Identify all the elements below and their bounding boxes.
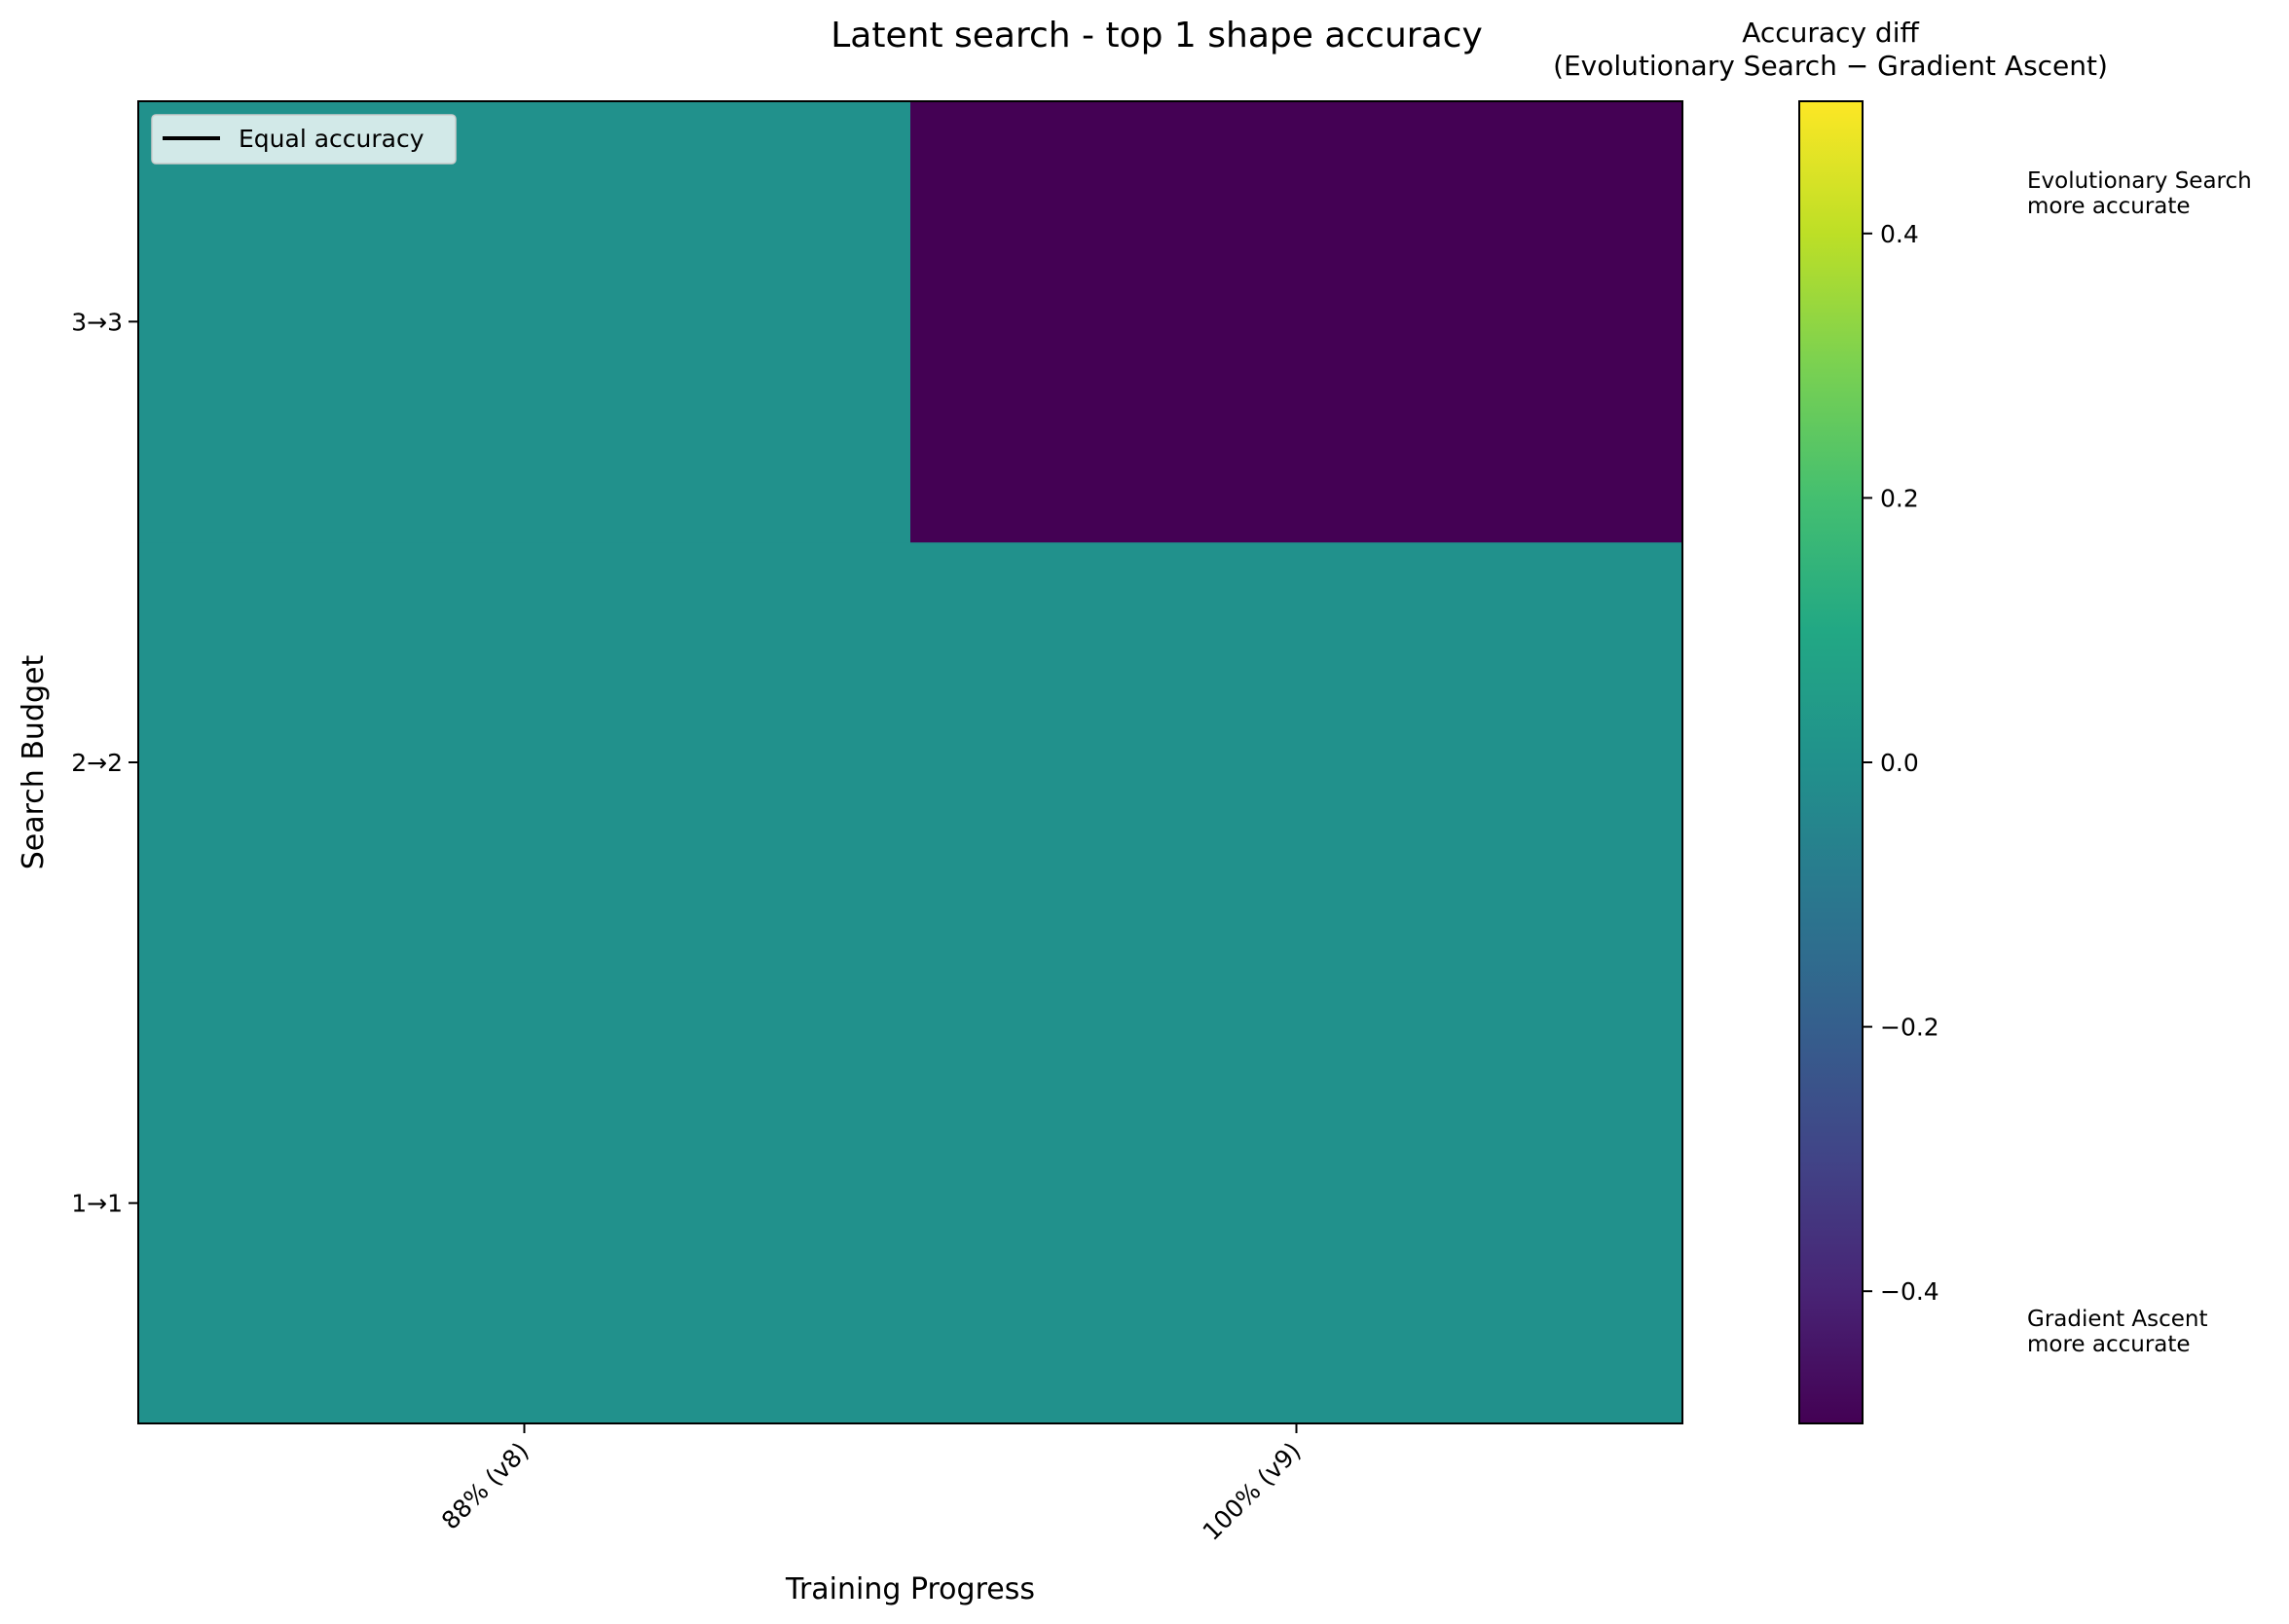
colorbar-title-line1: Accuracy diff: [1742, 17, 1919, 49]
heatmap-cell: [910, 541, 1683, 983]
colorbar-tick-label: −0.2: [1880, 1014, 1939, 1042]
colorbar-tick-label: 0.0: [1880, 749, 1919, 777]
y-tick-label: 2→2: [71, 749, 123, 777]
x-axis-label: Training Progress: [785, 1572, 1035, 1606]
y-axis-ticks: 1→1 2→2 3→3: [71, 308, 138, 1218]
colorbar-tick-label: 0.2: [1880, 484, 1919, 512]
colorbar-top-annotation-line1: Evolutionary Search: [2027, 168, 2252, 194]
x-axis-ticks: 88% (v8) 100% (v9): [436, 1423, 1307, 1546]
heatmap-cell: [910, 101, 1683, 543]
colorbar-top-annotation-line2: more accurate: [2027, 194, 2191, 219]
y-tick-label: 1→1: [71, 1190, 123, 1218]
heatmap-cell: [138, 541, 911, 983]
colorbar-tick-label: 0.4: [1880, 220, 1919, 248]
x-tick-label: 100% (v9): [1198, 1437, 1307, 1546]
colorbar-tick-label: −0.4: [1880, 1277, 1939, 1306]
colorbar-bottom-annotation-line1: Gradient Ascent: [2027, 1307, 2208, 1332]
colorbar: Accuracy diff (Evolutionary Search − Gra…: [1553, 17, 2252, 1424]
heatmap-cell: [138, 982, 911, 1424]
colorbar-gradient: [1798, 100, 1864, 1424]
legend-box: [151, 114, 457, 165]
y-axis-label: Search Budget: [17, 655, 51, 870]
chart-title: Latent search - top 1 shape accuracy: [831, 16, 1483, 55]
colorbar-title-line2: (Evolutionary Search − Gradient Ascent): [1553, 50, 2108, 82]
x-tick-label: 88% (v8): [436, 1437, 535, 1535]
legend-label: Equal accuracy: [239, 125, 425, 153]
y-tick-label: 3→3: [71, 308, 123, 336]
heatmap-cell: [910, 982, 1683, 1424]
colorbar-ticks: −0.4 −0.2 0.0 0.2 0.4: [1863, 220, 1939, 1306]
heatmap-cell: [138, 101, 911, 543]
colorbar-bottom-annotation-line2: more accurate: [2027, 1332, 2191, 1357]
heatmap-cells: [138, 101, 1683, 1424]
legend: Equal accuracy: [151, 114, 457, 165]
